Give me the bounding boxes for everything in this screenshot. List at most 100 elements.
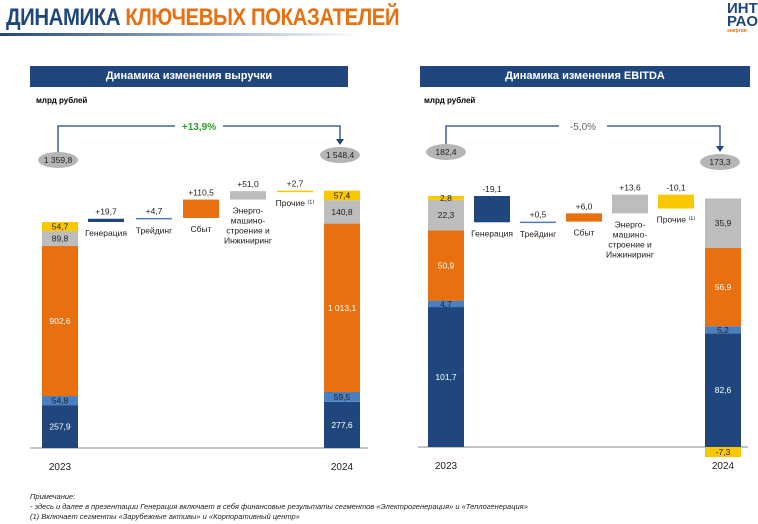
start-bar-segment-label: 101,7 xyxy=(435,372,457,382)
start-bar-segment-label: 4,7 xyxy=(440,299,452,309)
start-bar-segment xyxy=(428,307,464,447)
start-bar-year-label: 2023 xyxy=(49,462,72,473)
step-bar xyxy=(88,218,124,222)
end-bar-segment xyxy=(324,223,360,392)
step-bar xyxy=(612,194,648,214)
start-bar-segment xyxy=(42,396,78,406)
start-bar-segment-label: 54,8 xyxy=(52,396,69,406)
start-bar-segment-label: 22,3 xyxy=(438,210,455,220)
end-bar-segment xyxy=(324,200,360,224)
step-category-label: машино- xyxy=(231,216,266,226)
step-category-label: Сбыт xyxy=(573,228,594,238)
start-bar-segment xyxy=(428,196,464,200)
change-label-bg xyxy=(559,119,607,133)
end-bar-segment-label: 5,2 xyxy=(717,325,729,335)
logo: ИНТ РАО энергия xyxy=(727,0,758,34)
step-category-label: Энерго- xyxy=(233,206,264,216)
total-label: 182,4 xyxy=(435,147,457,157)
end-bar-segment xyxy=(324,391,360,402)
start-bar-segment xyxy=(428,230,464,301)
start-bar-segment xyxy=(42,231,78,247)
step-bar xyxy=(230,191,266,200)
step-value-label: +4,7 xyxy=(146,206,163,216)
end-bar-segment-label: 59,5 xyxy=(334,392,351,402)
total-oval xyxy=(38,152,78,168)
step-bar xyxy=(183,199,219,218)
total-label: 1 359,8 xyxy=(44,155,73,165)
step-category-label: Инжиниринг xyxy=(606,249,654,259)
step-value-label: +51,0 xyxy=(237,179,259,189)
step-bar xyxy=(136,217,172,220)
note-heading: Примечание: xyxy=(30,492,76,501)
step-category-label: Трейдинг xyxy=(520,229,556,239)
end-bar-segment-label: -7,3 xyxy=(716,447,731,457)
end-bar-segment xyxy=(324,190,360,201)
start-bar-year-label: 2023 xyxy=(435,461,458,472)
start-bar-segment-label: 89,8 xyxy=(52,234,69,244)
step-value-label: +19,7 xyxy=(95,207,117,217)
step-value-label: +110,5 xyxy=(188,188,214,198)
step-category-label: Инжиниринг xyxy=(224,236,272,246)
page-title: ДИНАМИКА КЛЮЧЕВЫХ ПОКАЗАТЕЛЕЙ xyxy=(6,4,400,31)
end-bar-segment-label: 82,6 xyxy=(715,385,732,395)
ebitda-chart-header: Динамика изменения EBITDA xyxy=(420,66,750,87)
total-oval xyxy=(426,144,466,160)
end-bar-segment xyxy=(705,333,741,447)
revenue-chart-header: Динамика изменения выручки xyxy=(30,66,348,87)
step-category-label: Сбыт xyxy=(190,224,211,234)
end-bar-segment xyxy=(705,447,741,458)
ebitda-unit: млрд рублей xyxy=(424,96,476,105)
title-underline xyxy=(0,33,360,36)
end-bar-year-label: 2024 xyxy=(331,462,354,473)
note-line-1: - здесь и далее в презентации Генерация … xyxy=(30,502,528,511)
end-bar-segment-label: 35,9 xyxy=(715,218,732,228)
end-bar-segment-label: 140,8 xyxy=(331,207,353,217)
step-bar xyxy=(520,221,556,224)
start-bar-segment xyxy=(428,300,464,308)
step-category-label: строение и xyxy=(608,239,652,249)
step-category-label: Прочие ⁽¹⁾ xyxy=(276,198,315,208)
step-bar xyxy=(566,213,602,222)
end-bar-segment-label: 56,9 xyxy=(715,282,732,292)
step-bar xyxy=(277,190,313,193)
start-bar-segment xyxy=(42,246,78,397)
start-bar-segment-label: 2,8 xyxy=(440,193,452,203)
step-value-label: +0,5 xyxy=(530,210,547,220)
step-value-label: +2,7 xyxy=(287,179,304,189)
change-label: +13,9% xyxy=(182,122,216,133)
start-bar-segment-label: 54,7 xyxy=(52,222,69,232)
step-value-label: -19,1 xyxy=(482,184,502,194)
revenue-unit: млрд рублей xyxy=(36,96,88,105)
end-bar-segment xyxy=(324,401,360,448)
step-category-label: Прочие ⁽¹⁾ xyxy=(657,215,696,225)
step-category-label: Энерго- xyxy=(615,219,646,229)
end-bar-segment-label: 57,4 xyxy=(334,190,351,200)
end-bar-segment-label: 1 013,1 xyxy=(328,303,357,313)
step-value-label: -10,1 xyxy=(666,183,686,193)
step-category-label: машино- xyxy=(613,229,648,239)
step-category-label: Трейдинг xyxy=(136,225,172,235)
step-category-label: Генерация xyxy=(85,228,127,238)
end-bar-segment xyxy=(705,198,741,248)
step-bar xyxy=(474,196,510,223)
start-bar-segment-label: 50,9 xyxy=(438,261,455,271)
step-category-label: строение и xyxy=(226,226,270,236)
change-label: -5,0% xyxy=(570,122,596,133)
start-bar-segment xyxy=(428,199,464,231)
total-oval xyxy=(700,154,740,170)
arrow-head-icon xyxy=(716,146,724,152)
total-label: 1 548,4 xyxy=(326,150,355,160)
start-bar-segment-label: 902,6 xyxy=(49,316,71,326)
end-bar-segment xyxy=(705,326,741,334)
note-line-2: (1) Включает сегменты «Зарубежные активы… xyxy=(30,512,300,521)
change-label-bg xyxy=(175,119,223,133)
total-oval xyxy=(320,147,360,163)
end-bar-segment-label: 277,6 xyxy=(331,420,353,430)
step-category-label: Генерация xyxy=(471,228,513,238)
start-bar-segment xyxy=(42,405,78,448)
step-value-label: +6,0 xyxy=(576,201,593,211)
end-bar-year-label: 2024 xyxy=(712,461,735,472)
step-bar xyxy=(658,194,694,209)
start-bar-segment-label: 257,9 xyxy=(49,422,71,432)
